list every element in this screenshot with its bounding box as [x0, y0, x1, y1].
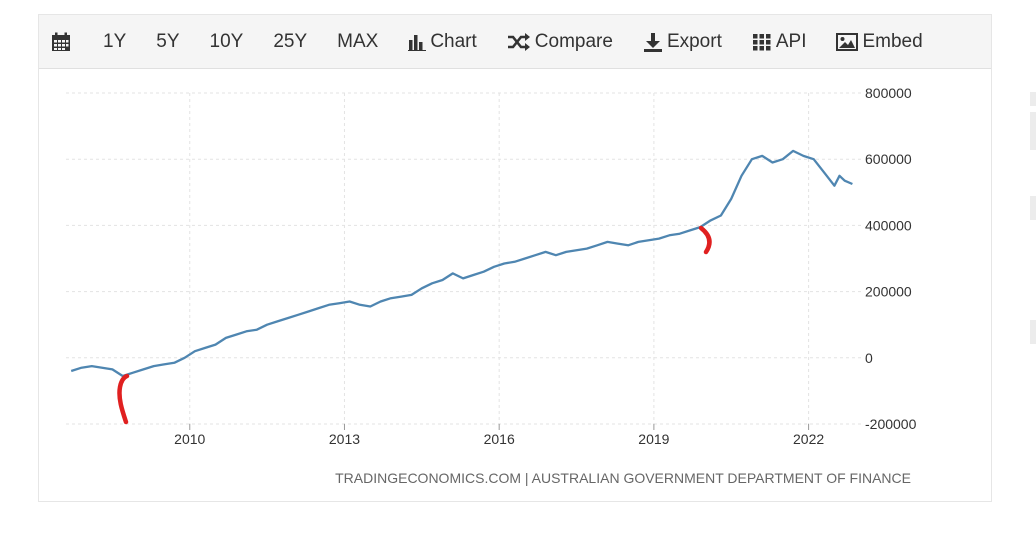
range-max-button[interactable]: MAX: [337, 30, 379, 52]
x-tick-label: 2022: [793, 431, 824, 447]
x-tick-label: 2010: [174, 431, 205, 447]
annotation-mark: [117, 373, 130, 425]
toolbar: 1Y 5Y 10Y 25Y MAX Chart: [39, 15, 991, 69]
right-edge-decoration: [1030, 320, 1036, 344]
api-button[interactable]: API: [752, 30, 807, 53]
y-axis-labels: 800000 600000 400000 200000 0 -200000: [865, 85, 917, 432]
y-tick-label: 600000: [865, 151, 912, 167]
chart-panel: 1Y 5Y 10Y 25Y MAX Chart: [38, 14, 992, 502]
download-icon: [643, 32, 663, 52]
x-tick-label: 2013: [329, 431, 360, 447]
embed-button-label: Embed: [862, 30, 923, 52]
grid-icon: [752, 33, 772, 51]
gridlines: [66, 92, 861, 430]
embed-button[interactable]: Embed: [836, 30, 923, 53]
bar-chart-icon: [408, 33, 427, 51]
api-button-label: API: [775, 30, 807, 52]
compare-button[interactable]: Compare: [507, 31, 613, 53]
annotation-mark: [698, 225, 712, 255]
calendar-icon: [51, 32, 71, 52]
shuffle-icon: [507, 32, 531, 51]
range-1y-button[interactable]: 1Y: [103, 30, 127, 52]
y-tick-label: 800000: [865, 85, 912, 101]
right-edge-decoration: [1030, 92, 1036, 106]
right-edge-decoration: [1030, 112, 1036, 150]
x-axis-labels: 2010 2013 2016 2019 2022: [174, 431, 824, 447]
y-tick-label: 400000: [865, 217, 912, 233]
range-25y-button[interactable]: 25Y: [273, 30, 308, 52]
y-tick-label: -200000: [865, 416, 917, 432]
chart-button[interactable]: Chart: [408, 30, 477, 53]
x-tick-label: 2019: [638, 431, 669, 447]
source-credit: TRADINGECONOMICS.COM | AUSTRALIAN GOVERN…: [335, 470, 911, 486]
image-icon: [836, 32, 859, 51]
series-line: [70, 149, 853, 378]
range-10y-button[interactable]: 10Y: [209, 30, 244, 52]
export-button[interactable]: Export: [643, 31, 722, 53]
calendar-button[interactable]: [51, 32, 75, 52]
y-tick-label: 0: [865, 350, 873, 366]
x-tick-label: 2016: [484, 431, 515, 447]
export-button-label: Export: [666, 30, 722, 52]
chart-button-label: Chart: [430, 30, 477, 52]
range-5y-button[interactable]: 5Y: [156, 30, 180, 52]
y-tick-label: 200000: [865, 284, 912, 300]
compare-button-label: Compare: [534, 30, 613, 52]
right-edge-decoration: [1030, 196, 1036, 220]
